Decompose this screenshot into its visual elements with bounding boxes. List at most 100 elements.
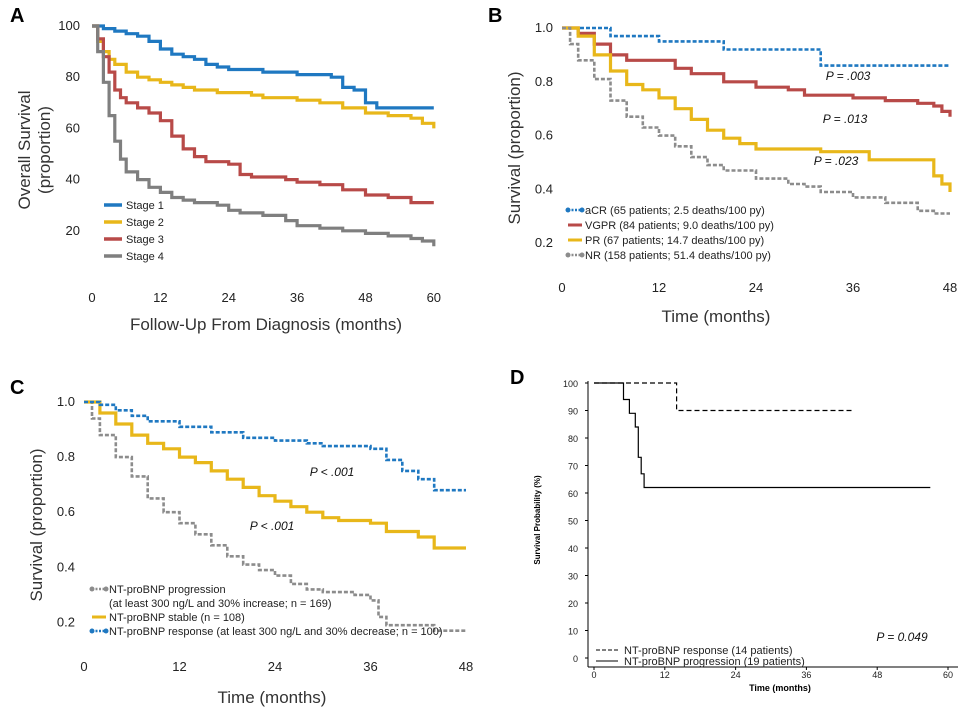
panel-a-chart: 20 40 60 80 100 0 12 24 36 48 60 Follow-Up From Dia…: [15, 18, 468, 334]
panel-c-series-line-3: [84, 400, 466, 492]
panel-a-y-axis-label: Overall Survival(proportion): [15, 90, 54, 209]
panel-c-legend-label: NT-proBNP response (at least 300 ng/L an…: [109, 626, 443, 638]
panel-a-y-tick-label: 20: [66, 223, 80, 238]
panel-b-legend-label: PR (67 patients; 14.7 deaths/100 py): [585, 235, 764, 247]
panel-b-y-axis-label: Survival (proportion): [505, 71, 524, 224]
panel-a-series-line-1: [92, 24, 434, 110]
panel-d-letter: D: [510, 367, 524, 389]
panel-b-y-tick-label: 0.4: [535, 181, 553, 196]
panel-b-p-value: P = .023: [814, 154, 859, 168]
panel-a-x-axis-label: Follow-Up From Diagnosis (months): [130, 315, 402, 334]
panel-a-y-tick-label: 100: [58, 18, 80, 33]
panel-d-legend-label: NT-proBNP response (14 patients): [624, 645, 793, 657]
panel-d-y-tick-label: 30: [568, 572, 578, 582]
panel-c-x-tick-label: 36: [363, 659, 377, 674]
panel-b-letter: B: [488, 5, 502, 27]
panel-c-p-value: P < .001: [310, 465, 355, 479]
panel-b-x-tick-label: 24: [749, 280, 763, 295]
panel-a-x-tick-label: 36: [290, 290, 304, 305]
panel-b-y-tick-label: 1.0: [535, 20, 553, 35]
panel-c-y-tick-label: 0.2: [57, 614, 75, 629]
panel-d-y-tick-label: 0: [573, 654, 578, 664]
panel-d-p-value: P = 0.049: [876, 630, 928, 644]
panel-a-legend-label: Stage 3: [126, 234, 164, 246]
panel-b-chart: 0.2 0.4 0.6 0.8 1.0 0 12 24 36 48 Time (months) Sur…: [505, 20, 957, 326]
panel-c-x-tick-label: 48: [459, 659, 473, 674]
panel-d-x-tick-label: 24: [731, 670, 741, 680]
panel-a-y-tick-label: 60: [66, 120, 80, 135]
panel-a-letter: A: [10, 5, 24, 27]
panel-c-p-value: P < .001: [250, 519, 295, 533]
panel-a-y-tick-label: 80: [66, 69, 80, 84]
panel-c-legend-label: NT-proBNP progression: [109, 584, 226, 596]
panel-c-x-tick-label: 12: [172, 659, 186, 674]
panel-a-series-line-3: [92, 24, 434, 205]
panel-a-x-tick-label: 0: [88, 290, 95, 305]
panel-d-x-axis-label: Time (months): [749, 683, 811, 693]
panel-c-chart: 0.2 0.4 0.6 0.8 1.0 0 12 24 36 48 Time (months) Sur…: [27, 394, 473, 707]
panel-b-p-value: P = .013: [823, 112, 868, 126]
panel-a-series-line-4: [92, 24, 436, 247]
panel-b-series-line-3: [562, 26, 952, 192]
panel-a-y-tick-label: 40: [66, 172, 80, 187]
panel-c-x-tick-label: 24: [268, 659, 282, 674]
panel-c-y-tick-label: 0.8: [57, 449, 75, 464]
panel-d-x-tick-label: 12: [660, 670, 670, 680]
panel-b-series-line-2: [562, 26, 952, 117]
panel-b-series-line-4: [562, 26, 950, 215]
panel-c-legend-marker: [103, 586, 109, 592]
panel-c-legend-marker: [103, 628, 109, 634]
panel-d-series-line-2: [594, 382, 931, 489]
panel-a-x-tick-label: 60: [427, 290, 441, 305]
panel-b-legend-label: VGPR (84 patients; 9.0 deaths/100 py): [585, 220, 774, 232]
panel-d-x-tick-label: 36: [801, 670, 811, 680]
panel-a-legend-label: Stage 2: [126, 217, 164, 229]
panel-b-y-tick-label: 0.2: [535, 235, 553, 250]
panel-d-y-tick-label: 60: [568, 489, 578, 499]
panel-c-legend-label: NT-proBNP stable (n = 108): [109, 612, 245, 624]
panel-a-series-line-2: [92, 24, 436, 129]
panel-d-y-tick-label: 90: [568, 407, 578, 417]
panel-b-series-line-1: [562, 26, 950, 67]
panel-a-legend-label: Stage 1: [126, 200, 164, 212]
panel-b-x-tick-label: 48: [943, 280, 957, 295]
panel-d-y-tick-label: 70: [568, 462, 578, 472]
panel-b-y-tick-label: 0.8: [535, 74, 553, 89]
panel-b-x-tick-label: 12: [652, 280, 666, 295]
panel-a-x-tick-label: 48: [358, 290, 372, 305]
panel-d-y-tick-label: 20: [568, 599, 578, 609]
panel-d-x-tick-label: 48: [872, 670, 882, 680]
panel-d-y-tick-label: 10: [568, 627, 578, 637]
panel-d-series-line-1: [594, 382, 854, 412]
panel-b-x-tick-label: 36: [846, 280, 860, 295]
panel-c-x-tick-label: 0: [80, 659, 87, 674]
panel-d-chart: 0 10 20 30 40 50 60 70 80 90 100 0 12 24 36 48 60 Time (m…: [533, 379, 958, 693]
panel-d-x-tick-label: 60: [943, 670, 953, 680]
panel-c-y-tick-label: 0.4: [57, 559, 75, 574]
panel-c-letter: C: [10, 377, 24, 399]
panel-c-x-axis-label: Time (months): [218, 688, 327, 707]
panel-d-y-tick-label: 80: [568, 434, 578, 444]
panel-a-legend-label: Stage 4: [126, 251, 164, 263]
panel-b-p-value: P = .003: [826, 69, 871, 83]
panel-c-series-line-1: [84, 400, 466, 632]
panel-b-legend-marker: [579, 207, 585, 213]
panel-b-y-tick-label: 0.6: [535, 128, 553, 143]
panel-b-legend-label: NR (158 patients; 51.4 deaths/100 py): [585, 250, 771, 262]
panel-a-x-tick-label: 24: [221, 290, 235, 305]
panel-b-legend-label: aCR (65 patients; 2.5 deaths/100 py): [585, 205, 765, 217]
panel-d-y-tick-label: 40: [568, 544, 578, 554]
panel-c-y-tick-label: 1.0: [57, 394, 75, 409]
panel-c-y-axis-label: Survival (proportion): [27, 448, 46, 601]
panel-d-y-tick-label: 50: [568, 517, 578, 527]
panel-b-legend-marker: [565, 252, 571, 258]
panel-a-y-axis-label-line2: (proportion): [35, 106, 54, 194]
panel-d-x-tick-label: 0: [591, 670, 596, 680]
panel-d-y-tick-label: 100: [563, 379, 578, 389]
panel-d-legend-label: NT-proBNP progression (19 patients): [624, 656, 805, 668]
panel-c-legend-label-line2: (at least 300 ng/L and 30% increase; n =…: [109, 598, 332, 610]
panel-b-x-axis-label: Time (months): [662, 307, 771, 326]
panel-a-y-axis-label-line1: Overall Survival: [15, 90, 34, 209]
panel-b-legend-marker: [565, 207, 571, 213]
